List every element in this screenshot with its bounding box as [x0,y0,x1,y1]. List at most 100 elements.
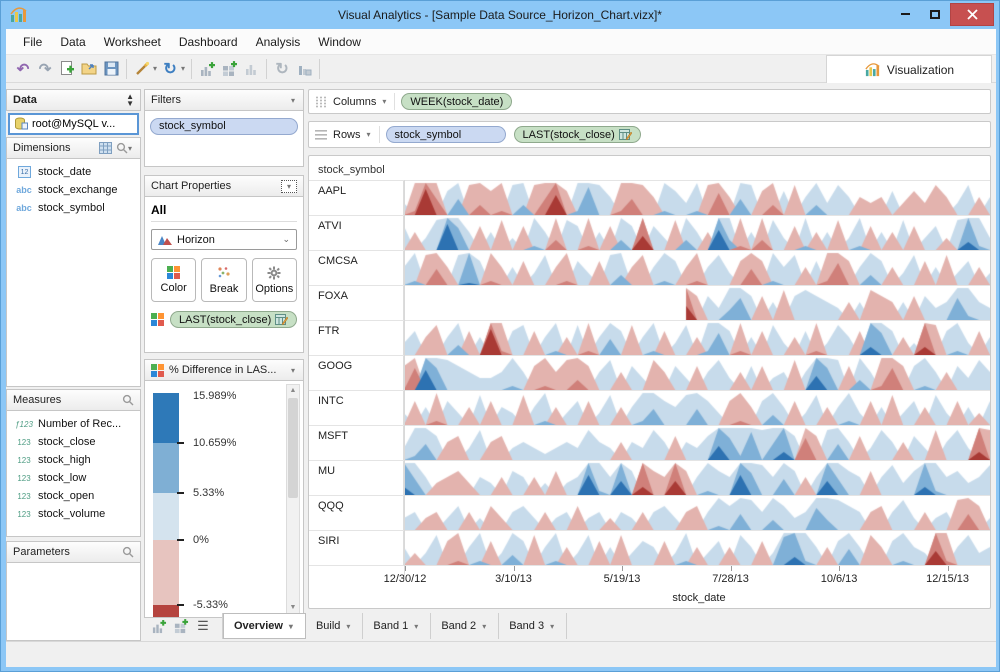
options-button[interactable]: Options [251,258,297,302]
tab-build[interactable]: Build ▾ [306,613,364,639]
horizon-area-aapl[interactable] [404,181,990,215]
dimensions-search-icon[interactable] [116,142,128,154]
menu-worksheet[interactable]: Worksheet [103,34,161,49]
scroll-down-icon[interactable]: ▼ [289,604,297,611]
shelf-pill-last-stock-close-[interactable]: LAST(stock_close) [513,126,641,143]
minimize-button[interactable] [890,3,920,25]
color-button[interactable]: Color [151,258,197,302]
horizon-area-siri[interactable] [404,531,990,565]
filters-dropdown-icon[interactable]: ▾ [290,95,295,105]
tab-label: Band 3 [509,620,545,632]
filter-pill-stock_symbol[interactable]: stock_symbol [150,117,298,135]
measures-search-icon[interactable] [122,394,134,406]
visualization-tab[interactable]: Visualization [826,55,992,83]
sort-fields-icon[interactable]: ▲ ▼ [126,92,134,108]
tab-band-2[interactable]: Band 2 ▾ [431,613,500,639]
parameters-search-icon[interactable] [122,546,134,558]
color-encoding-pill[interactable]: LAST(stock_close) [170,311,298,328]
field-label: stock_open [38,490,95,502]
menu-window[interactable]: Window [318,34,361,49]
add-dashboard-tab-icon[interactable] [170,615,192,637]
wand-dropdown-icon[interactable]: ▾ [153,64,158,73]
shelf-pill-week-stock-date-[interactable]: WEEK(stock_date) [401,93,513,110]
add-worksheet-icon[interactable] [148,615,170,637]
horizon-area-foxa[interactable] [404,286,990,320]
measure-stock-volume[interactable]: 123 stock_volume [7,505,140,523]
add-chart-icon[interactable] [196,58,218,80]
undo-icon[interactable]: ↶ [16,60,30,78]
menu-file[interactable]: File [23,34,43,49]
encoding-pill-label: LAST(stock_close) [179,313,272,326]
dimension-stock-symbol[interactable]: abc stock_symbol [7,199,140,217]
dimension-stock-date[interactable]: 12 stock_date [7,163,140,181]
field-label: stock_close [38,436,96,448]
gear-icon [267,266,281,279]
horizon-area-intc[interactable] [404,391,990,425]
tab-band-3[interactable]: Band 3 ▾ [499,613,568,639]
columns-dropdown-icon[interactable]: ▾ [382,97,387,106]
tab-dropdown-icon[interactable]: ▾ [414,621,419,631]
open-folder-icon[interactable] [78,58,100,80]
row-label: SIRI [309,531,404,565]
shelf-pill-stock-symbol[interactable]: stock_symbol [385,126,506,143]
dimensions-dropdown-icon[interactable]: ▾ [127,143,132,153]
dimension-stock-exchange[interactable]: abc stock_exchange [7,181,140,199]
tab-dropdown-icon[interactable]: ▾ [346,621,351,631]
minimize-icon [900,13,910,15]
save-icon[interactable] [100,58,122,80]
menu-analysis[interactable]: Analysis [255,34,301,49]
close-button[interactable] [950,2,994,26]
rows-dropdown-icon[interactable]: ▾ [366,130,371,139]
legend-tick-label: 15.989% [193,390,237,402]
break-button[interactable]: Break [201,258,247,302]
measure-stock-close[interactable]: 123 stock_close [7,433,140,451]
maximize-button[interactable] [920,3,950,25]
horizon-area-atvi[interactable] [404,216,990,250]
y-axis-line [404,180,405,581]
bar-chart-icon[interactable] [240,58,262,80]
row-label: MU [309,461,404,495]
add-dashboard-icon[interactable] [218,58,240,80]
refresh-icon[interactable]: ↻ [163,60,177,78]
horizon-area-goog[interactable] [404,356,990,390]
tab-dropdown-icon[interactable]: ▾ [288,621,293,631]
tab-overview[interactable]: Overview ▾ [223,613,306,639]
measure-stock-high[interactable]: 123 stock_high [7,451,140,469]
row-label: FTR [309,321,404,355]
color-encoding-icon [151,313,164,326]
refresh-dropdown-icon[interactable]: ▾ [181,64,186,73]
horizon-area-msft[interactable] [404,426,990,460]
legend-header: % Difference in LAS... ▾ [144,359,304,381]
measure-stock-low[interactable]: 123 stock_low [7,469,140,487]
tab-band-1[interactable]: Band 1 ▾ [363,613,432,639]
horizon-area-mu[interactable] [404,461,990,495]
tab-dropdown-icon[interactable]: ▾ [482,621,487,631]
chart-properties-dropdown-icon[interactable]: ▾ [280,179,297,193]
scrollbar-thumb[interactable] [288,398,298,498]
horizon-area-cmcsa[interactable] [404,251,990,285]
table-icon[interactable] [98,142,112,154]
filters-header: Filters ▾ [144,89,304,111]
legend-dropdown-icon[interactable]: ▾ [290,365,295,375]
legend-scrollbar[interactable]: ▲ ▼ [286,384,300,614]
tab-dropdown-icon[interactable]: ▾ [550,621,555,631]
measure-stock-open[interactable]: 123 stock_open [7,487,140,505]
menu-data[interactable]: Data [60,34,86,49]
chart-type-value: Horizon [177,233,215,246]
new-document-icon[interactable] [56,58,78,80]
chart-type-select[interactable]: Horizon ⌄ [151,229,297,250]
menu-dashboard[interactable]: Dashboard [178,34,238,49]
redo-icon[interactable]: ↷ [38,60,52,78]
sheet-list-icon[interactable]: ☰ [197,618,209,633]
data-connection[interactable]: root@MySQL v... [8,113,139,135]
horizon-area-qqq[interactable] [404,496,990,530]
chart-properties-body: All Horizon ⌄ Color Break Options [144,197,304,353]
row-header-label: stock_symbol [318,164,385,176]
horizon-area-ftr[interactable] [404,321,990,355]
rotate-icon[interactable]: ↻ [275,60,289,78]
wand-icon[interactable] [131,58,153,80]
legend-segment [153,540,179,605]
column-chart-icon[interactable] [293,58,315,80]
scroll-up-icon[interactable]: ▲ [289,387,297,394]
measure-number-of-rec-[interactable]: ƒ123 Number of Rec... [7,415,140,433]
